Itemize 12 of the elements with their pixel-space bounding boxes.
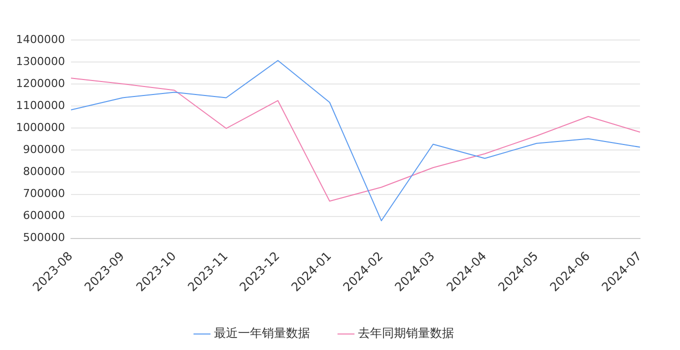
y-tick-label: 800000 [22, 165, 65, 178]
y-tick-label: 900000 [22, 143, 65, 156]
y-tick-label: 1400000 [16, 32, 65, 46]
y-tick-label: 1200000 [16, 76, 65, 90]
y-tick-label: 500000 [22, 231, 65, 244]
legend-label: 最近一年销量数据 [214, 326, 310, 340]
y-tick-label: 700000 [22, 187, 65, 200]
y-tick-label: 1300000 [16, 54, 65, 68]
legend-label: 去年同期销量数据 [358, 326, 454, 340]
y-tick-label: 600000 [22, 209, 65, 222]
y-tick-label: 1000000 [16, 121, 65, 134]
y-tick-label: 1100000 [16, 98, 65, 112]
